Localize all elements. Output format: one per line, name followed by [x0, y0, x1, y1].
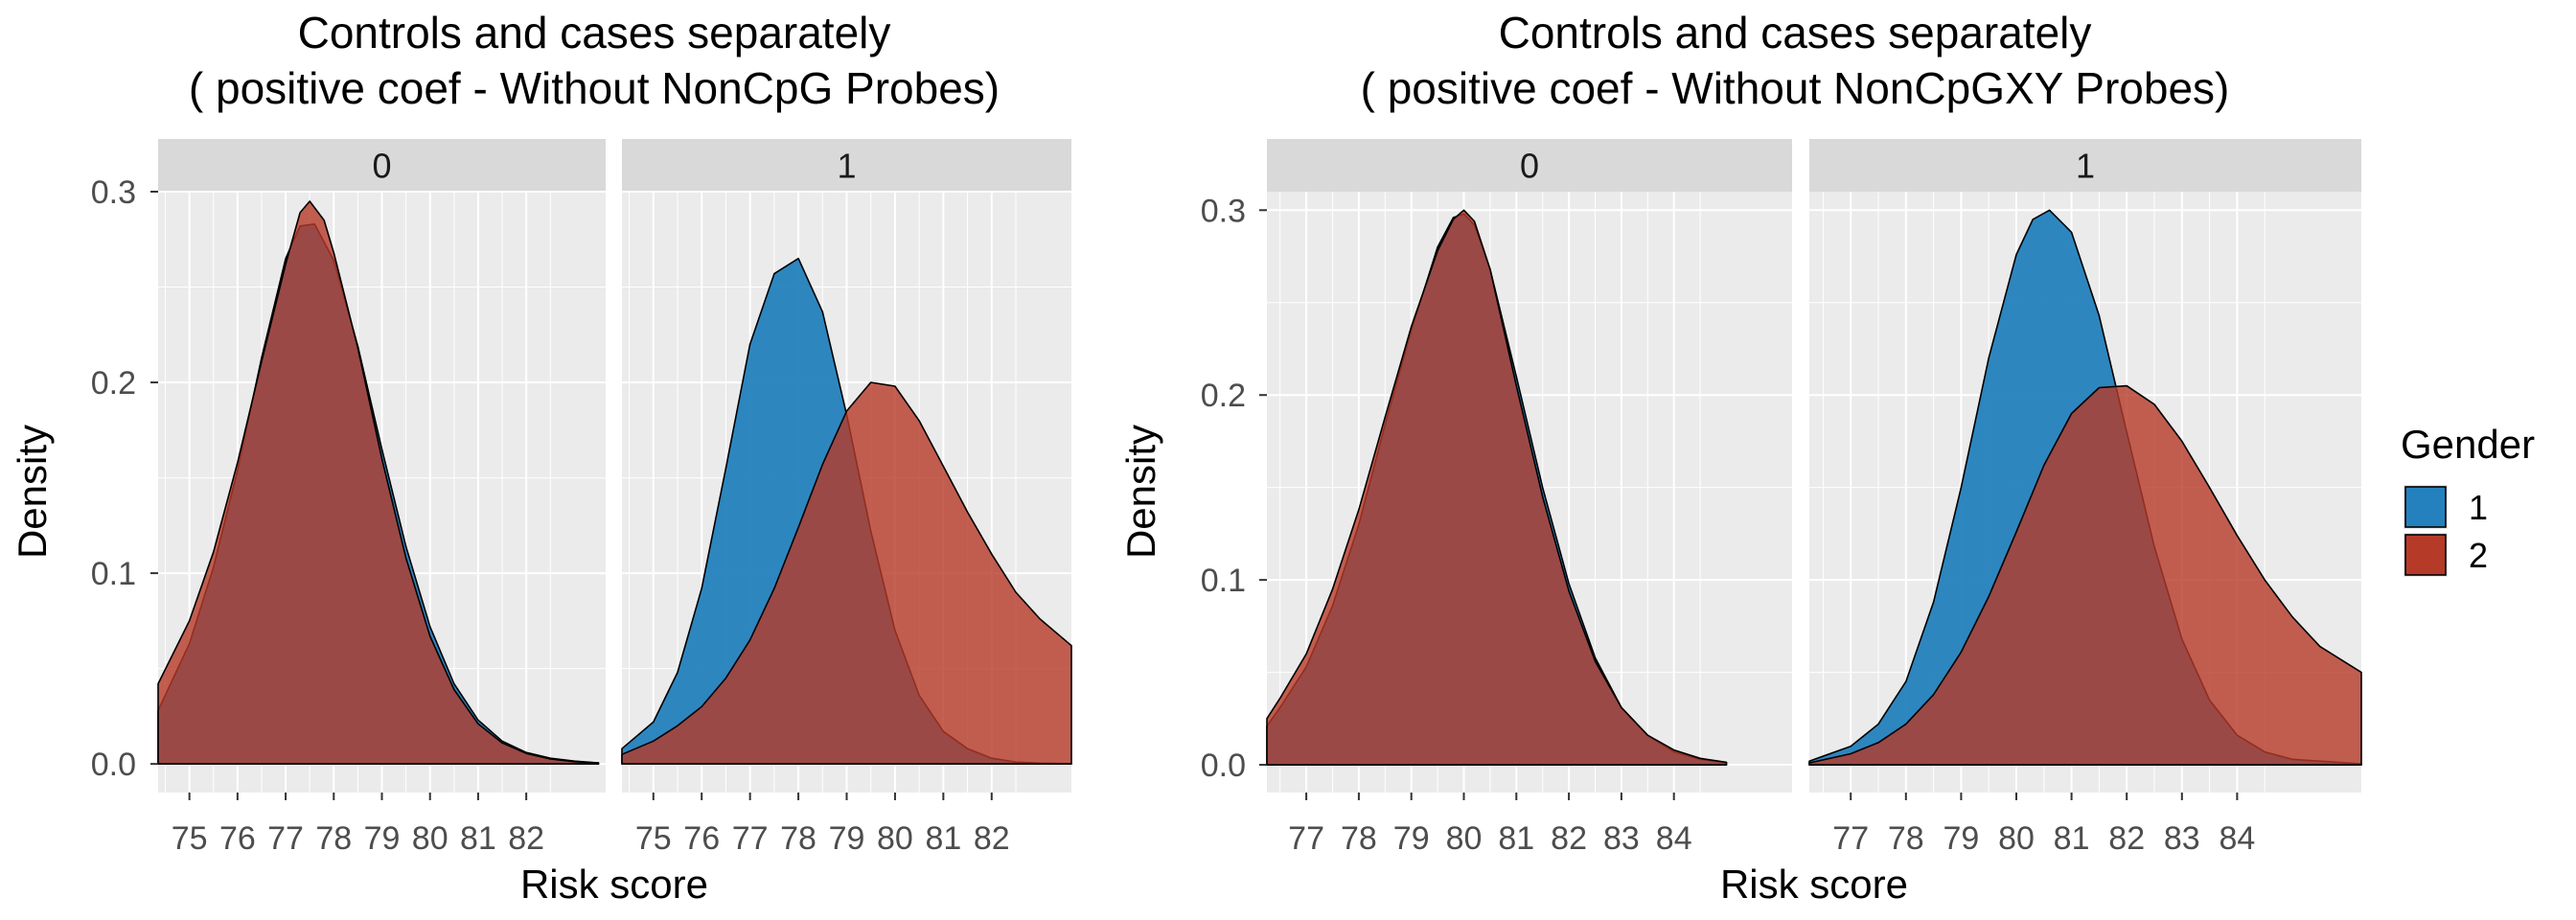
x-tick-label: 84 [2219, 820, 2255, 857]
legend-swatch-1 [2404, 486, 2447, 528]
density-area-gender-2 [621, 381, 1072, 765]
x-tick-label: 76 [219, 820, 256, 857]
x-tick-label: 80 [877, 820, 913, 857]
y-tick-label: 0.3 [91, 174, 136, 211]
facet-strip [1809, 139, 2361, 192]
x-tick-label: 83 [2164, 820, 2200, 857]
facet-strip-label: 0 [1520, 147, 1539, 186]
facet-panel: 1 77 78 79 80 81 82 83 84 [1808, 139, 2362, 857]
x-tick-label: 76 [683, 820, 720, 857]
x-tick-label: 78 [1341, 820, 1377, 857]
facet-strip [158, 139, 606, 192]
density-area-gender-2 [1266, 209, 1728, 766]
facet-strip [1267, 139, 1792, 192]
x-tick-label: 82 [2108, 820, 2145, 857]
legend-swatch-2 [2404, 534, 2447, 576]
x-axis-label: Risk score [520, 862, 708, 907]
x-tick-label: 81 [925, 820, 961, 857]
y-tick-label: 0.0 [1201, 748, 1246, 784]
legend: Gender 1 2 [2401, 422, 2535, 577]
x-tick-label: 77 [267, 820, 304, 857]
facet-strip-label: 1 [837, 147, 856, 186]
chart-title-line: ( positive coef - Without NonCpGXY Probe… [1361, 63, 2230, 113]
y-tick-label: 0.2 [1201, 378, 1246, 414]
x-tick-label: 81 [460, 820, 496, 857]
x-tick-label: 79 [364, 820, 401, 857]
legend-label: 1 [2469, 488, 2488, 527]
x-tick-label: 77 [1832, 820, 1869, 857]
facet-panel: 0 75 76 77 78 79 80 81 82 0.0 0.1 0.2 0.3 [91, 139, 606, 857]
x-tick-label: 75 [172, 820, 208, 857]
chart-1: Controls and cases separately( positive … [10, 8, 1072, 907]
x-axis-label: Risk score [1720, 862, 1908, 907]
chart-2: Controls and cases separately( positive … [1118, 8, 2362, 907]
density-area-gender-2 [1808, 384, 2362, 766]
x-tick-label: 83 [1603, 820, 1640, 857]
x-tick-label: 77 [732, 820, 769, 857]
x-tick-label: 75 [635, 820, 672, 857]
y-axis-label: Density [10, 425, 55, 559]
x-tick-label: 80 [1998, 820, 2035, 857]
x-tick-label: 79 [1943, 820, 1979, 857]
x-tick-label: 78 [780, 820, 816, 857]
x-tick-label: 82 [974, 820, 1010, 857]
x-tick-label: 80 [1446, 820, 1483, 857]
y-tick-label: 0.3 [1201, 193, 1246, 229]
y-axis-label: Density [1118, 425, 1163, 559]
y-tick-label: 0.0 [91, 747, 136, 783]
y-tick-label: 0.1 [91, 556, 136, 592]
y-tick-label: 0.2 [91, 365, 136, 402]
chart-title-line: Controls and cases separately [1499, 8, 2092, 58]
x-tick-label: 82 [508, 820, 544, 857]
chart-title-line: ( positive coef - Without NonCpG Probes) [189, 63, 1000, 113]
legend-label: 2 [2469, 536, 2488, 575]
chart-title-line: Controls and cases separately [298, 8, 891, 58]
density-area-gender-2 [157, 200, 600, 765]
x-tick-label: 79 [829, 820, 865, 857]
x-tick-label: 84 [1656, 820, 1692, 857]
x-tick-label: 77 [1288, 820, 1324, 857]
x-tick-label: 81 [1498, 820, 1534, 857]
facet-panel: 0 77 78 79 80 81 82 83 84 0.0 0.1 0.2 0.3 [1201, 139, 1792, 857]
x-tick-label: 82 [1551, 820, 1587, 857]
facet-panel: 1 75 76 77 78 79 80 81 82 [621, 139, 1072, 857]
facet-strip-label: 1 [2076, 147, 2095, 186]
x-tick-label: 78 [1888, 820, 1924, 857]
x-tick-label: 78 [315, 820, 352, 857]
x-tick-label: 80 [412, 820, 448, 857]
legend-title: Gender [2401, 422, 2535, 467]
x-tick-label: 81 [2054, 820, 2090, 857]
x-tick-label: 79 [1393, 820, 1430, 857]
facet-strip [622, 139, 1071, 192]
facet-strip-label: 0 [372, 147, 391, 186]
y-tick-label: 0.1 [1201, 563, 1246, 599]
